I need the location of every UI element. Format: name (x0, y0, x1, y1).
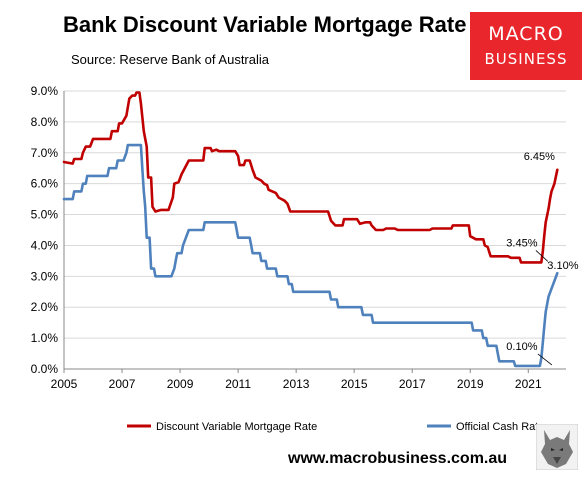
y-tick-label: 0.0% (31, 362, 59, 376)
annotation-leader (537, 353, 553, 366)
y-tick-label: 2.0% (31, 300, 59, 314)
wolf-mascot-icon (536, 424, 578, 470)
y-tick-label: 4.0% (31, 238, 59, 252)
x-tick-label: 2007 (109, 377, 136, 391)
x-tick-label: 2015 (341, 377, 368, 391)
x-tick-label: 2011 (225, 377, 251, 391)
logo-line-macro: MACRO (488, 23, 564, 45)
footer-url: www.macrobusiness.com.au (288, 450, 508, 467)
grid-lines (64, 90, 566, 339)
x-tick-label: 2021 (515, 377, 542, 391)
legend: Discount Variable Mortgage Rate Official … (127, 421, 544, 433)
macrobusiness-logo: MACRO BUSINESS (470, 12, 582, 80)
y-tick-label: 9.0% (31, 84, 59, 98)
axes: 0.0% 1.0% 2.0% 3.0% 4.0% 5.0% 6.0% 7.0% 8.0% 9.0%… (31, 84, 566, 391)
x-tick-label: 2013 (283, 377, 310, 391)
y-tick-label: 3.0% (31, 269, 59, 283)
series-lines (62, 91, 559, 368)
annotation-leader (535, 250, 549, 262)
chart-source: Source: Reserve Bank of Australia (71, 52, 269, 67)
x-tick-label: 2019 (457, 377, 484, 391)
legend-label-cash: Official Cash Rate (456, 421, 544, 433)
y-tick-label: 1.0% (31, 331, 59, 345)
logo-line-business: BUSINESS (484, 50, 568, 68)
series-line-cash-rate (62, 143, 559, 368)
annotation-cash-latest: 3.10% (547, 260, 578, 272)
legend-label-mortgage: Discount Variable Mortgage Rate (156, 421, 317, 433)
annotation-mortgage-low: 3.45% (506, 237, 537, 249)
x-tick-label: 2017 (399, 377, 426, 391)
y-tick-label: 8.0% (31, 115, 59, 129)
chart-title: Bank Discount Variable Mortgage Rate (63, 12, 467, 37)
series-line-mortgage-rate (62, 91, 559, 264)
x-tick-label: 2009 (167, 377, 194, 391)
annotation-cash-low: 0.10% (506, 341, 537, 353)
x-tick-label: 2005 (51, 377, 78, 391)
y-tick-label: 5.0% (31, 208, 59, 222)
annotation-mortgage-latest: 6.45% (524, 151, 555, 163)
y-tick-label: 6.0% (31, 177, 59, 191)
y-tick-label: 7.0% (31, 146, 59, 160)
annotations: 6.45% 3.45% 3.10% 0.10% (506, 151, 579, 366)
